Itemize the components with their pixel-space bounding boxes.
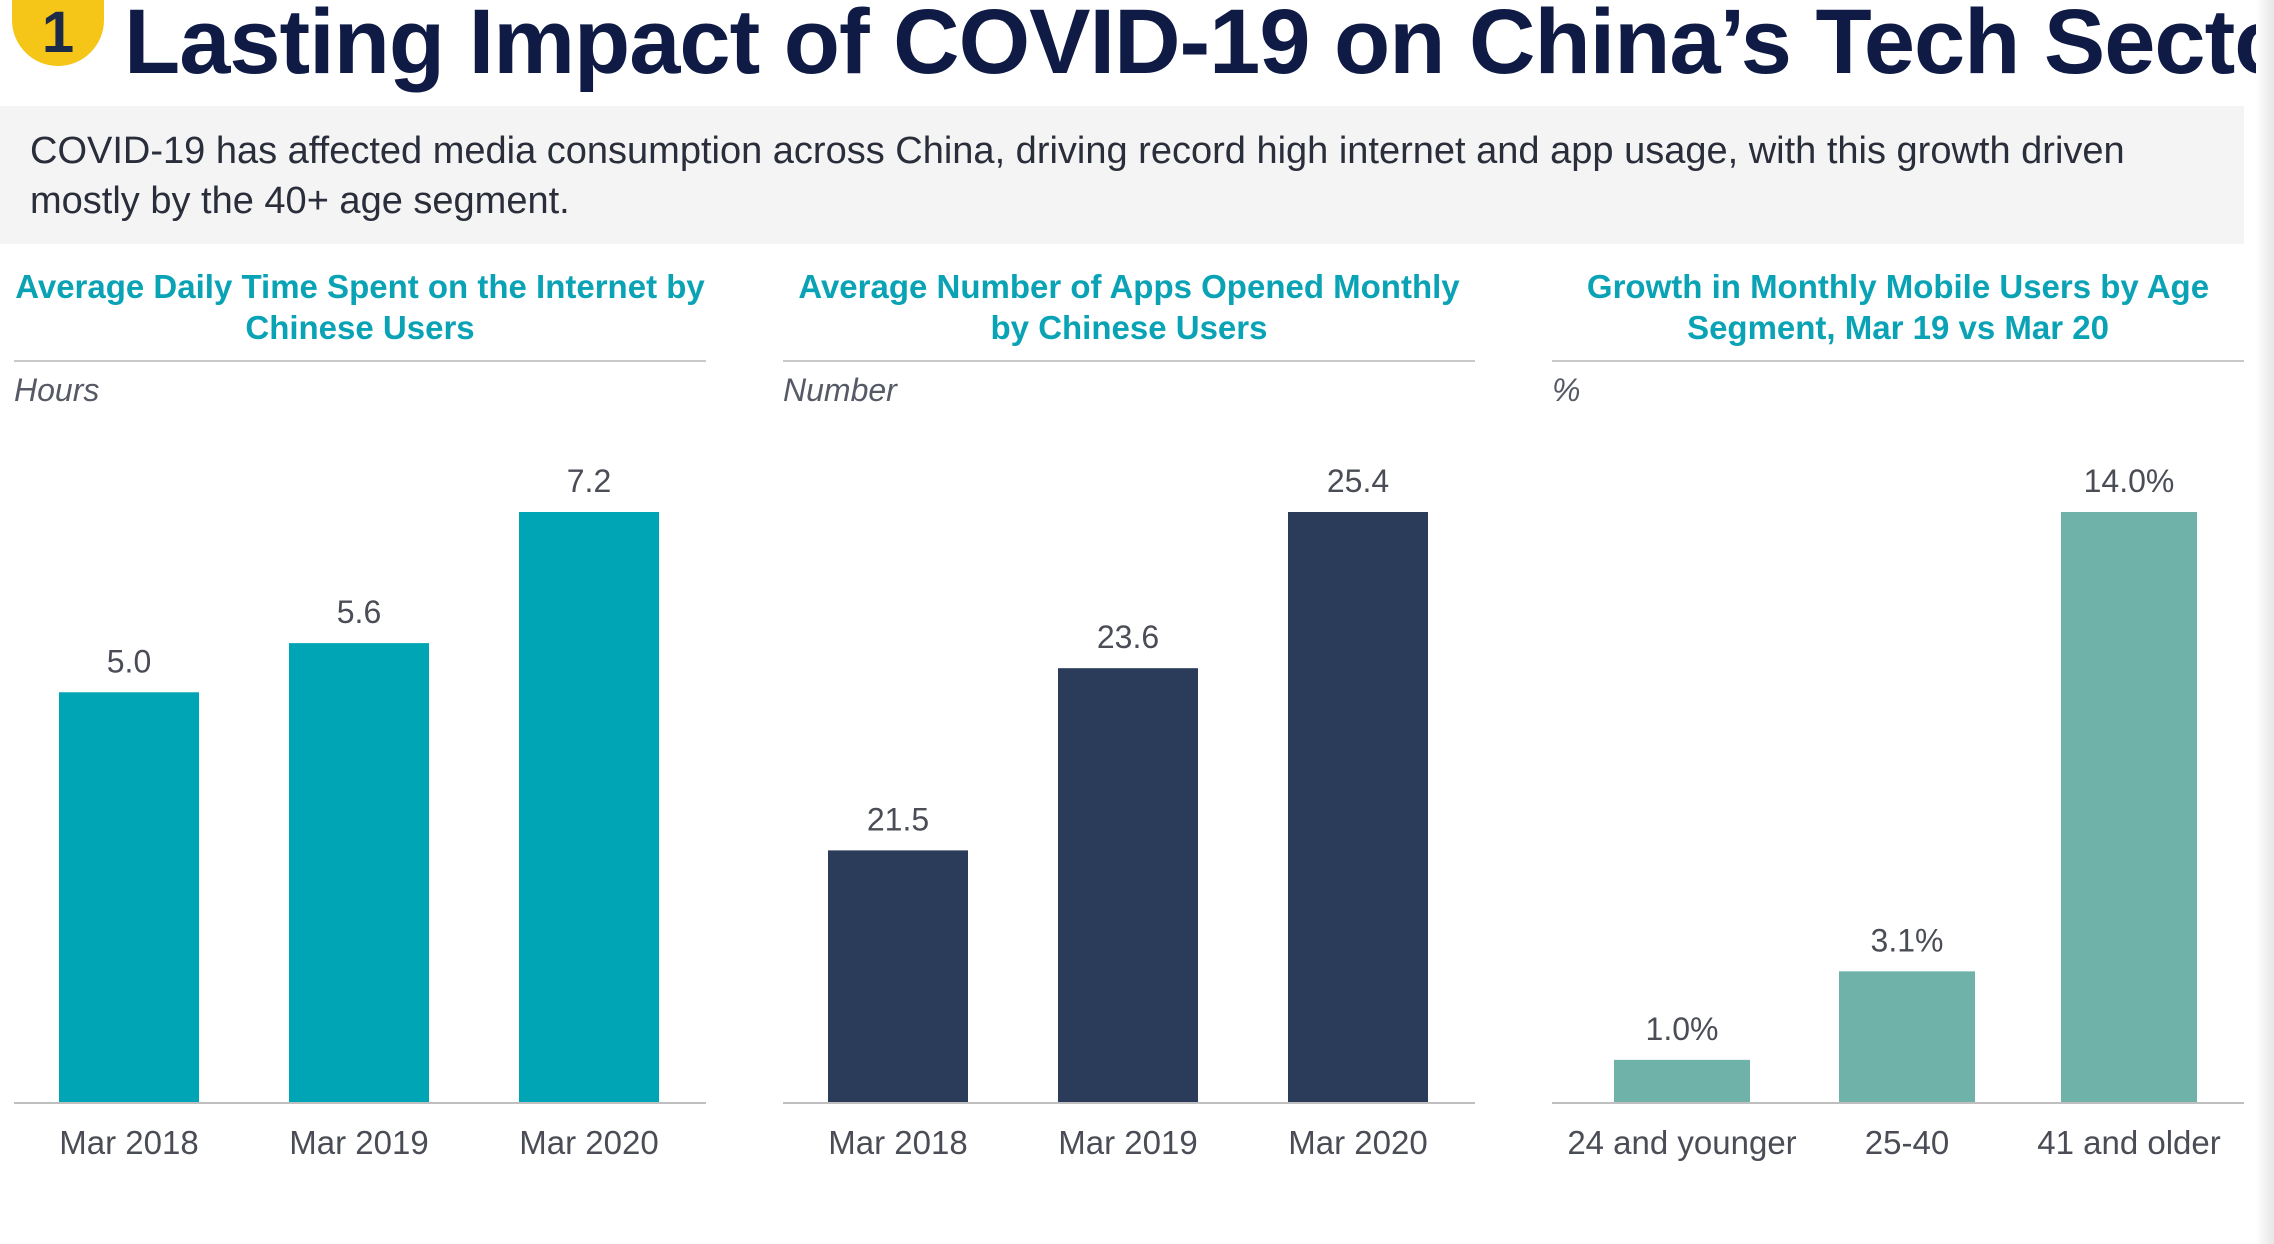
- title-divider: [1552, 360, 2244, 362]
- category-label: Mar 2019: [1058, 1124, 1197, 1161]
- data-label: 21.5: [867, 801, 929, 837]
- chart-panel-apps-opened: Average Number of Apps Opened Monthly by…: [783, 262, 1475, 1202]
- bar: [828, 850, 968, 1102]
- unit-label: Number: [783, 372, 897, 408]
- data-label: 3.1%: [1871, 922, 1944, 958]
- data-label: 5.6: [337, 594, 381, 630]
- section-number-badge: 1: [12, 0, 104, 66]
- bar-chart-apps-opened: 21.5 Mar 2018 23.6 Mar 2019 25.4 Mar 2020: [783, 463, 1475, 1161]
- chart-panel-user-growth: Growth in Monthly Mobile Users by Age Se…: [1552, 262, 2244, 1202]
- chart-panel-internet-time: Average Daily Time Spent on the Internet…: [14, 262, 706, 1202]
- title-divider: [783, 360, 1475, 362]
- category-label: 25-40: [1865, 1124, 1949, 1161]
- category-label: 41 and older: [2037, 1124, 2220, 1161]
- bar: [1288, 512, 1428, 1102]
- category-label: Mar 2018: [59, 1124, 198, 1161]
- unit-label: Hours: [14, 372, 100, 408]
- title-divider: [14, 360, 706, 362]
- chart-title: Average Daily Time Spent on the Internet…: [15, 268, 705, 346]
- bar-chart-user-growth: 1.0% 24 and younger 3.1% 25-40 14.0% 41 and o…: [1552, 463, 2244, 1161]
- bar: [519, 512, 659, 1102]
- data-label: 25.4: [1327, 463, 1389, 499]
- bar: [59, 692, 199, 1102]
- data-label: 1.0%: [1646, 1011, 1719, 1047]
- data-label: 23.6: [1097, 619, 1159, 655]
- category-label: Mar 2020: [519, 1124, 658, 1161]
- data-label: 5.0: [107, 643, 151, 679]
- bar: [1058, 668, 1198, 1102]
- bar-chart-internet-time: 5.0 Mar 2018 5.6 Mar 2019 7.2 Mar 2020: [14, 463, 706, 1161]
- category-label: 24 and younger: [1567, 1124, 1796, 1161]
- category-label: Mar 2018: [828, 1124, 967, 1161]
- summary-text: COVID-19 has affected media consumption …: [30, 130, 2125, 222]
- bar: [1839, 971, 1975, 1102]
- category-label: Mar 2020: [1288, 1124, 1427, 1161]
- chart-title: Growth in Monthly Mobile Users by Age Se…: [1586, 268, 2210, 346]
- page-edge-shadow: [2256, 0, 2274, 1244]
- data-label: 7.2: [567, 463, 611, 499]
- category-label: Mar 2019: [289, 1124, 428, 1161]
- chart-title: Average Number of Apps Opened Monthly by…: [798, 268, 1460, 346]
- page-title: Lasting Impact of COVID-19 on China’s Te…: [124, 0, 2274, 93]
- unit-label: %: [1552, 372, 1581, 408]
- bar: [1614, 1059, 1750, 1102]
- bar: [2061, 512, 2197, 1102]
- data-label: 14.0%: [2084, 463, 2175, 499]
- summary-box: COVID-19 has affected media consumption …: [0, 106, 2244, 244]
- bar: [289, 643, 429, 1102]
